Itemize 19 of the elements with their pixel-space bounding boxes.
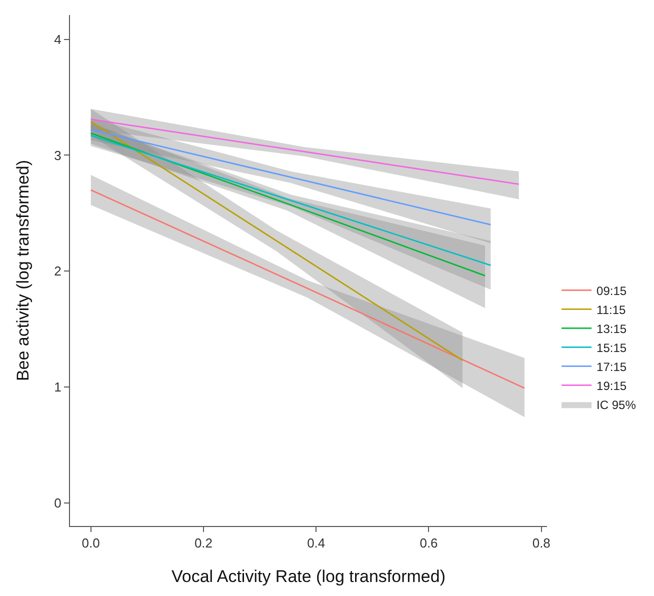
legend-label: 09:15 (596, 284, 627, 298)
y-tick-label: 2 (54, 264, 62, 279)
y-axis-title: Bee activity (log transformed) (14, 160, 33, 382)
legend-label: 19:15 (596, 378, 627, 393)
legend-label: 13:15 (596, 322, 627, 336)
x-axis-title: Vocal Activity Rate (log transformed) (171, 567, 446, 586)
legend-label: 11:15 (596, 302, 626, 317)
x-tick-label: 0.0 (82, 536, 100, 551)
y-tick-label: 1 (54, 380, 62, 394)
y-tick-label: 0 (54, 495, 62, 510)
y-tick-label: 4 (54, 32, 62, 47)
x-tick-label: 0.2 (194, 536, 213, 551)
legend-label: 17:15 (596, 360, 627, 374)
x-tick-label: 0.6 (420, 536, 438, 551)
text: IC 95% (596, 398, 636, 412)
x-tick-label: 0.4 (307, 536, 326, 551)
legend-label: 15:15 (596, 340, 627, 355)
x-tick-label: 0.8 (532, 536, 550, 551)
y-tick-label: 3 (54, 148, 62, 163)
